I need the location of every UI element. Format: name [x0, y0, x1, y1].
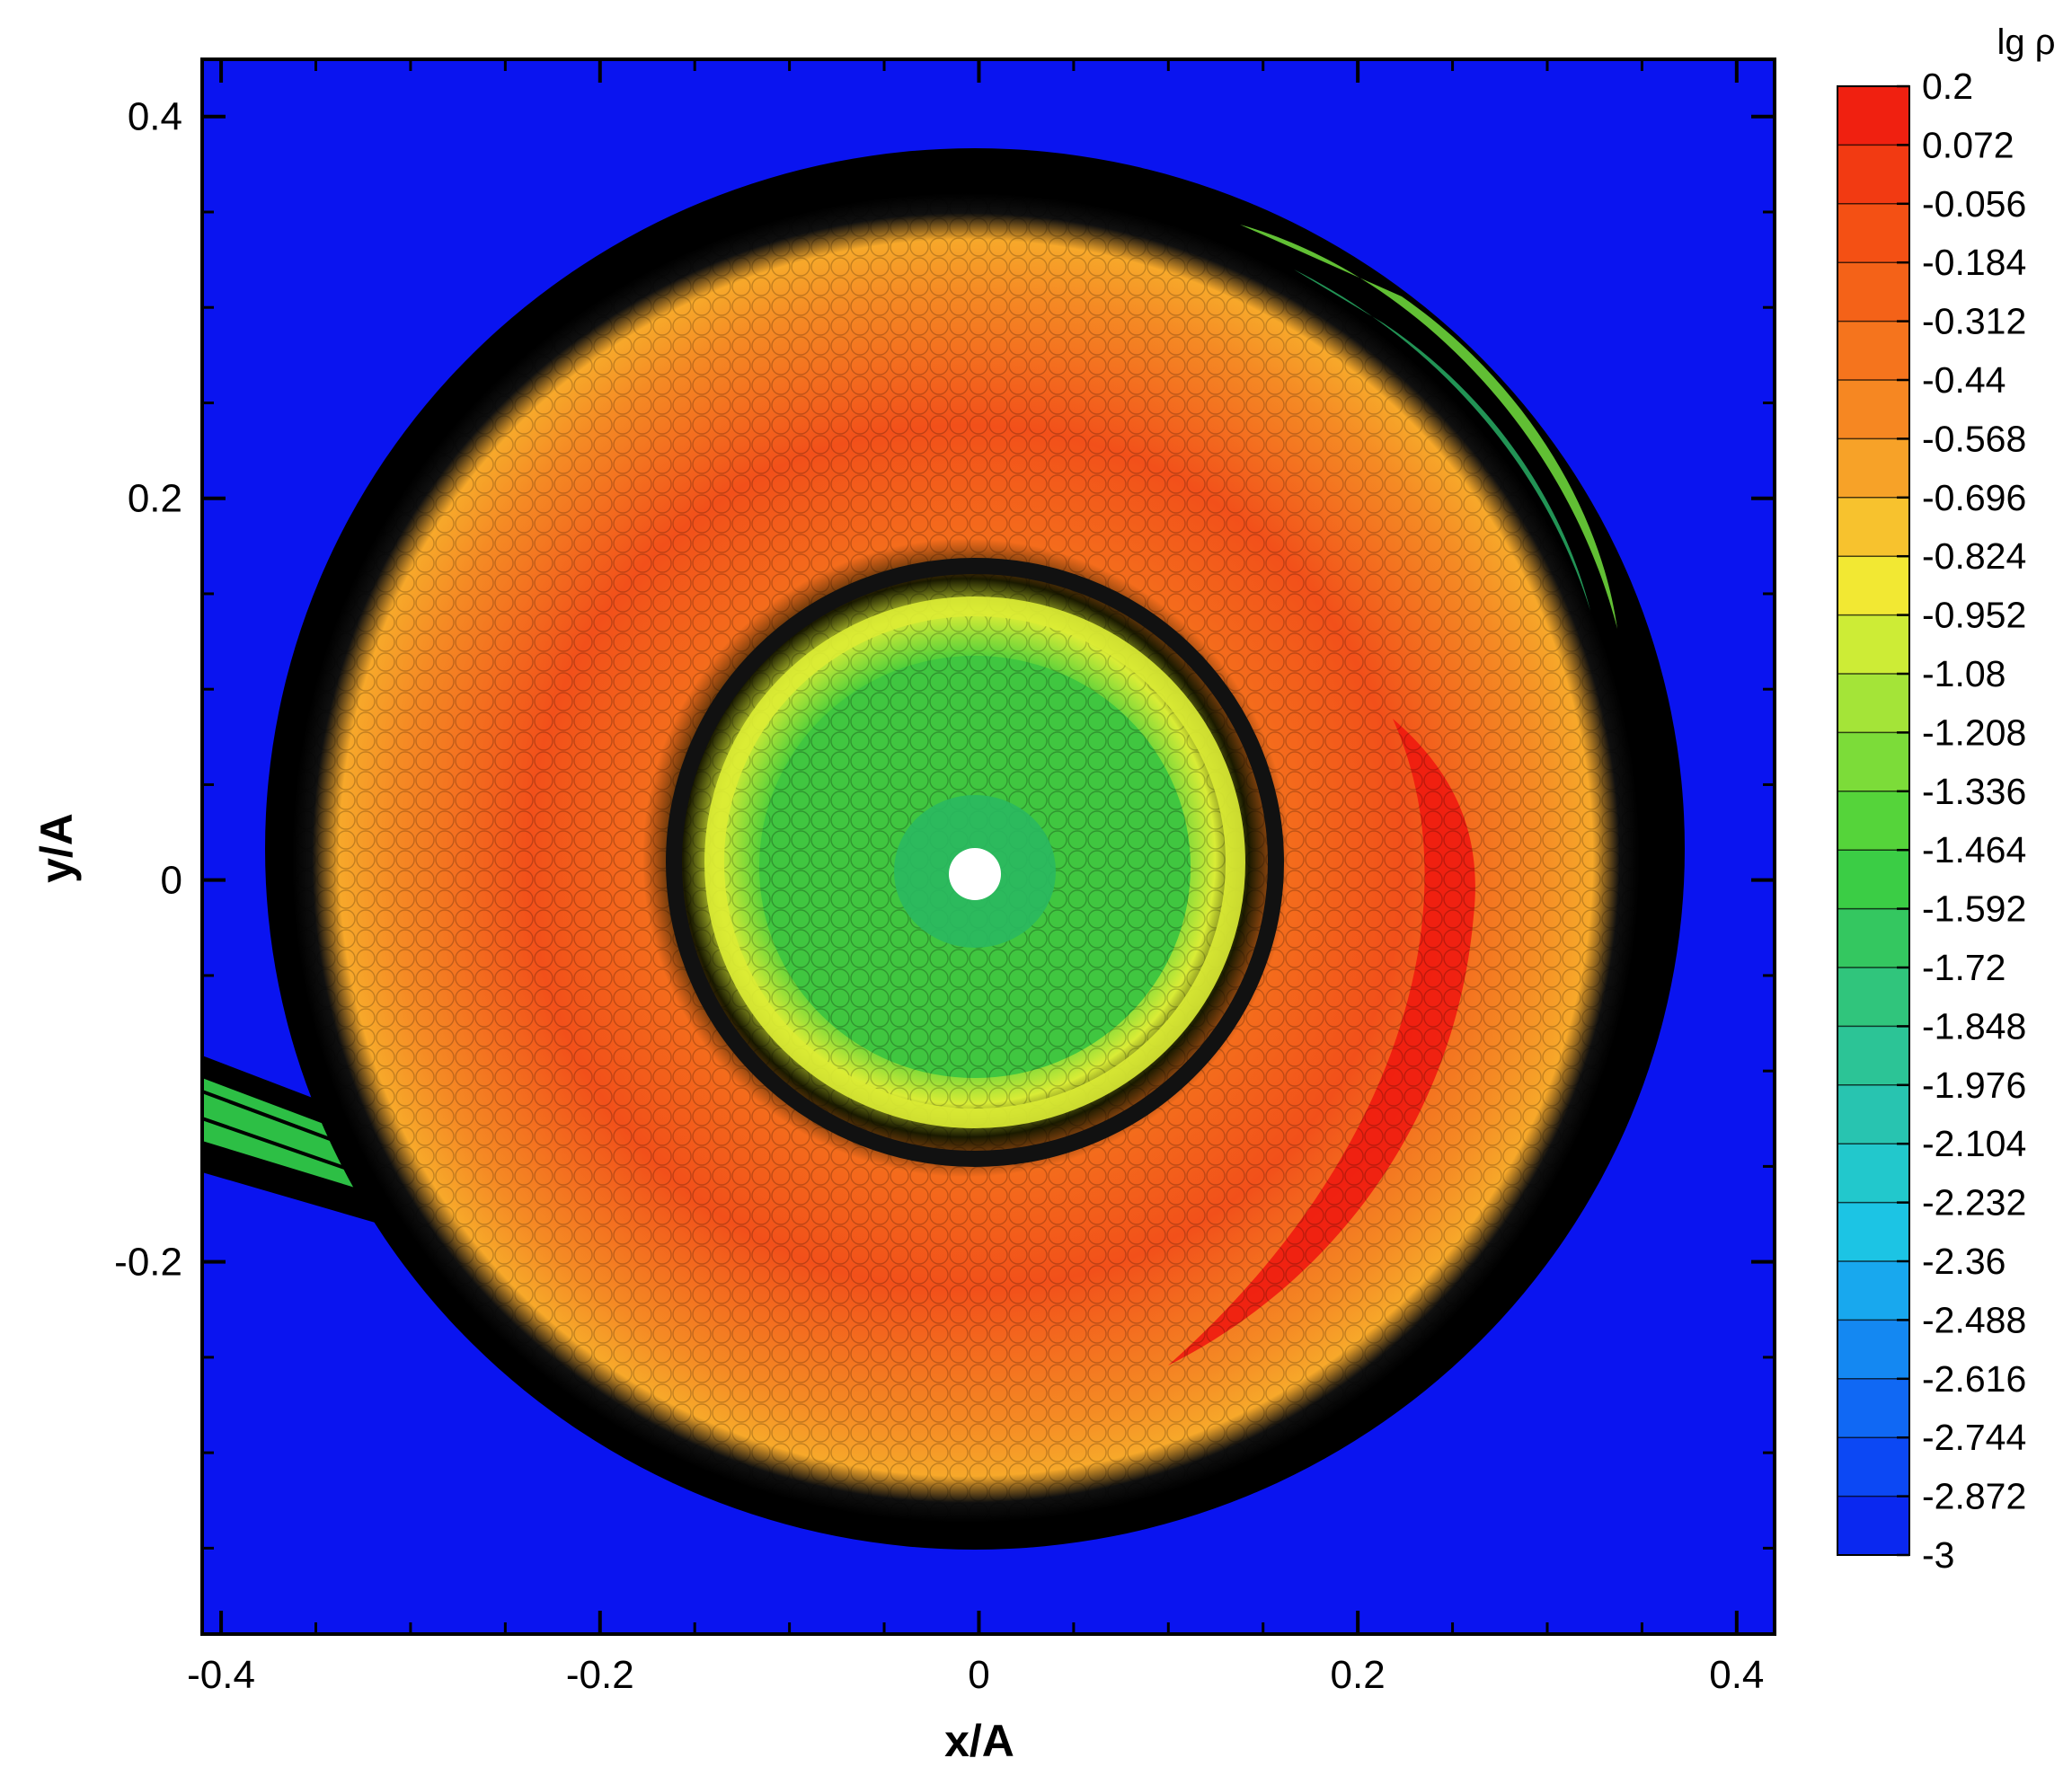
y-tick-label: -0.2: [114, 1241, 182, 1285]
plot-frame: [200, 57, 1776, 1636]
colorbar-tick-label: -0.44: [1922, 359, 2006, 401]
colorbar-band: [1837, 262, 1909, 323]
colorbar-band: [1837, 497, 1909, 558]
y-axis-title: y/A: [31, 813, 82, 883]
colorbar-tick-label: -1.08: [1922, 653, 2006, 694]
colorbar-band: [1837, 86, 1909, 146]
x-tick-label: 0.4: [1709, 1653, 1764, 1697]
colorbar-tick-label: -0.696: [1922, 477, 2026, 518]
colorbar-tick-label: -3: [1922, 1534, 1954, 1576]
colorbar-tick-label: -1.72: [1922, 947, 2006, 988]
colorbar-band: [1837, 380, 1909, 440]
colorbar-tick-label: -2.488: [1922, 1299, 2026, 1340]
x-axis: -0.4 -0.2 0 0.2 0.4: [187, 59, 1764, 1697]
colorbar-tick-label: -0.824: [1922, 535, 2026, 577]
colorbar-tick-label: -1.848: [1922, 1005, 2026, 1047]
colorbar-band: [1837, 1202, 1909, 1262]
x-tick-label: 0: [968, 1653, 989, 1697]
colorbar-band: [1837, 732, 1909, 792]
y-tick-label: 0: [161, 859, 182, 903]
colorbar-band: [1837, 1320, 1909, 1380]
colorbar-band: [1837, 1378, 1909, 1439]
central-accretor: [949, 848, 1001, 900]
colorbar-tick-label: -1.336: [1922, 771, 2026, 812]
colorbar-tick-label: 0.072: [1922, 124, 2014, 165]
x-tick-label: -0.2: [566, 1653, 634, 1697]
colorbar-tick-label: -0.312: [1922, 301, 2026, 342]
x-tick-label: 0.2: [1331, 1653, 1386, 1697]
colorbar-band: [1837, 1261, 1909, 1321]
colorbar-band: [1837, 1084, 1909, 1145]
colorbar-band: [1837, 203, 1909, 264]
colorbar-tick-label: -1.208: [1922, 711, 2026, 753]
colorbar-tick-label: -0.568: [1922, 418, 2026, 459]
plot-area: [202, 59, 1775, 1634]
y-tick-label: 0.2: [128, 477, 182, 521]
colorbar-band: [1837, 674, 1909, 734]
colorbar-tick-label: -2.744: [1922, 1417, 2026, 1458]
colorbar-band: [1837, 556, 1909, 616]
y-tick-label: 0.4: [128, 95, 182, 139]
colorbar-band: [1837, 791, 1909, 852]
x-axis-title: x/A: [944, 1716, 1014, 1766]
colorbar-band: [1837, 145, 1909, 205]
colorbar-band: [1837, 438, 1909, 499]
colorbar-tick-label: -1.592: [1922, 888, 2026, 930]
colorbar-tick-label: -2.232: [1922, 1182, 2026, 1224]
colorbar-band: [1837, 614, 1909, 675]
colorbar-tick-label: -2.872: [1922, 1476, 2026, 1517]
colorbar-band: [1837, 321, 1909, 381]
colorbar-tick-label: -2.36: [1922, 1241, 2006, 1282]
y-axis: -0.2 0 0.2 0.4: [114, 95, 1775, 1550]
colorbar-tick-label: -0.952: [1922, 595, 2026, 636]
x-tick-label: -0.4: [187, 1653, 255, 1697]
colorbar-frame: [1837, 85, 1910, 1556]
colorbar-tick-label: -0.184: [1922, 242, 2026, 283]
colorbar: 0.2 0.072 -0.056 -0.184 -0.312 -0.44 -0.568 -0.…: [1837, 22, 2056, 1576]
inner-ring: [666, 558, 1284, 1167]
colorbar-band: [1837, 1026, 1909, 1086]
colorbar-band: [1837, 1144, 1909, 1204]
colorbar-band: [1837, 850, 1909, 910]
colorbar-tick-label: -1.464: [1922, 829, 2026, 870]
colorbar-title: lg ρ: [1997, 22, 2056, 62]
colorbar-band: [1837, 908, 1909, 968]
colorbar-band: [1837, 1437, 1909, 1498]
colorbar-tick-label: -2.616: [1922, 1358, 2026, 1400]
colorbar-tick-label: -2.104: [1922, 1123, 2026, 1164]
colorbar-band: [1837, 968, 1909, 1028]
colorbar-tick-label: -0.056: [1922, 183, 2026, 225]
colorbar-tick-label: -1.976: [1922, 1065, 2026, 1106]
colorbar-band: [1837, 1496, 1909, 1556]
colorbar-tick-label: 0.2: [1922, 66, 1973, 107]
